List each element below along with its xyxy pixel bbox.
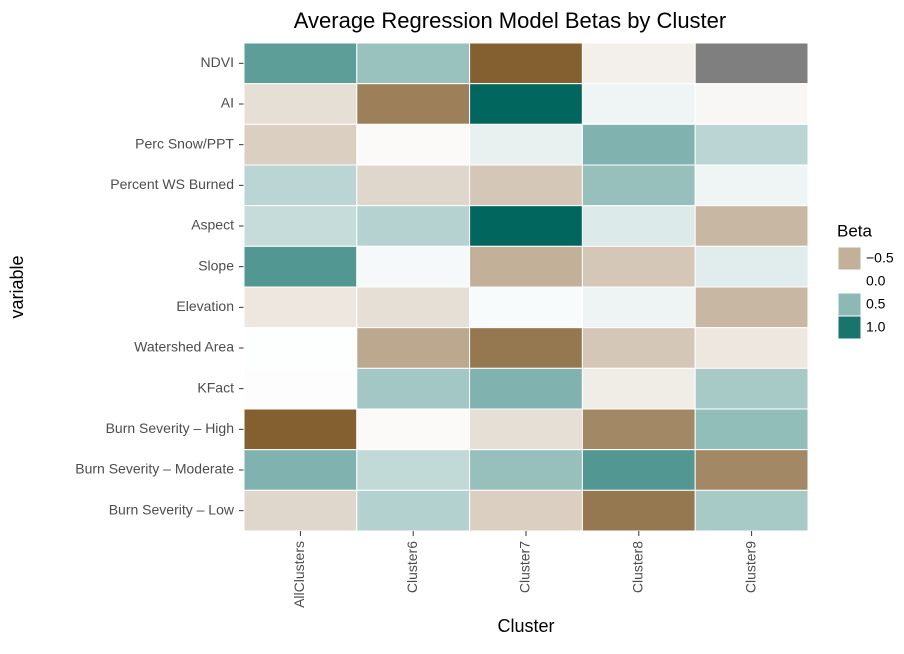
- heatmap-cell: [694, 489, 809, 532]
- heatmap-cell: [243, 408, 358, 451]
- x-tick-label: Cluster6: [404, 541, 420, 593]
- heatmap-cell: [356, 164, 471, 207]
- heatmap-cell: [581, 42, 696, 85]
- y-tick-label: Perc Snow/PPT: [135, 135, 234, 151]
- heatmap-cell: [356, 42, 471, 85]
- heatmap-cell: [356, 367, 471, 410]
- heatmap-cell: [243, 449, 358, 491]
- legend-swatch: [837, 269, 862, 294]
- heatmap-cell: [356, 245, 471, 288]
- legend-title: Beta: [837, 221, 873, 240]
- legend-swatch: [837, 315, 862, 340]
- heatmap-cell: [469, 245, 583, 288]
- y-tick-label: KFact: [197, 379, 234, 395]
- y-tick-label: NDVI: [201, 54, 234, 70]
- heatmap-cell: [469, 205, 583, 247]
- heatmap-cell: [356, 327, 471, 369]
- heatmap-cell: [694, 83, 809, 125]
- heatmap-cell: [581, 449, 696, 491]
- heatmap-cell: [243, 83, 358, 125]
- heatmap-cell: [694, 205, 809, 247]
- heatmap-cell: [243, 489, 358, 532]
- y-tick-label: AI: [221, 95, 234, 111]
- heatmap-cell: [694, 408, 809, 451]
- legend-label: 1.0: [866, 319, 886, 335]
- y-axis-label: variable: [7, 255, 27, 318]
- heatmap-cell: [694, 327, 809, 369]
- legend-label: 0.0: [866, 273, 886, 289]
- heatmap-cell: [243, 42, 358, 85]
- x-tick-label: AllClusters: [291, 541, 307, 608]
- heatmap-cell: [356, 123, 471, 166]
- heatmap-cell: [469, 489, 583, 532]
- x-tick-label: Cluster9: [742, 541, 758, 593]
- legend-label: 0.5: [866, 296, 886, 312]
- y-tick-label: Burn Severity – High: [106, 420, 234, 436]
- heatmap-cell: [243, 327, 358, 369]
- heatmap-cell: [581, 164, 696, 207]
- y-tick-label: Aspect: [191, 217, 234, 233]
- heatmap-cell: [694, 123, 809, 166]
- y-tick-label: Elevation: [176, 298, 234, 314]
- heatmap-cell: [581, 489, 696, 532]
- heatmap-cell: [356, 449, 471, 491]
- chart-title: Average Regression Model Betas by Cluste…: [294, 8, 726, 33]
- heatmap-cell: [243, 367, 358, 410]
- heatmap-cell: [694, 449, 809, 491]
- heatmap-cell: [581, 123, 696, 166]
- y-tick-label: Burn Severity – Moderate: [75, 461, 234, 477]
- heatmap-cell: [581, 245, 696, 288]
- heatmap-cell: [356, 408, 471, 451]
- heatmap-cell: [243, 205, 358, 247]
- heatmap-cell: [356, 205, 471, 247]
- heatmap-cell: [694, 286, 809, 329]
- heatmap-cell: [469, 408, 583, 451]
- heatmap-cell: [243, 245, 358, 288]
- heatmap-cell: [469, 327, 583, 369]
- heatmap-cell: [243, 286, 358, 329]
- heatmap-cell: [356, 83, 471, 125]
- x-tick-label: Cluster8: [630, 541, 646, 593]
- heatmap-cell: [469, 367, 583, 410]
- heatmap-cell: [694, 42, 809, 85]
- heatmap-cell: [581, 83, 696, 125]
- heatmap-cell: [581, 367, 696, 410]
- x-axis-label: Cluster: [497, 616, 554, 636]
- heatmap-cell: [581, 408, 696, 451]
- heatmap-cell: [243, 164, 358, 207]
- legend-swatch: [837, 292, 862, 317]
- heatmap-cell: [581, 286, 696, 329]
- y-tick-label: Slope: [198, 257, 234, 273]
- heatmap-cell: [243, 123, 358, 166]
- heatmap-cell: [469, 164, 583, 207]
- heatmap-cell: [469, 449, 583, 491]
- x-tick-label: Cluster7: [517, 541, 533, 593]
- heatmap-cell: [469, 123, 583, 166]
- heatmap-cell: [694, 367, 809, 410]
- heatmap-cell: [356, 489, 471, 532]
- y-tick-label: Percent WS Burned: [110, 176, 234, 192]
- y-tick-label: Watershed Area: [134, 339, 234, 355]
- heatmap-cell: [694, 164, 809, 207]
- heatmap-cell: [694, 245, 809, 288]
- heatmap-cell: [356, 286, 471, 329]
- legend-label: −0.5: [866, 250, 894, 266]
- legend-swatch: [837, 246, 862, 271]
- heatmap-cell: [469, 286, 583, 329]
- heatmap-cell: [581, 327, 696, 369]
- heatmap-cell: [469, 42, 583, 85]
- heatmap-cell: [469, 83, 583, 125]
- y-tick-label: Burn Severity – Low: [109, 501, 235, 517]
- heatmap-cell: [581, 205, 696, 247]
